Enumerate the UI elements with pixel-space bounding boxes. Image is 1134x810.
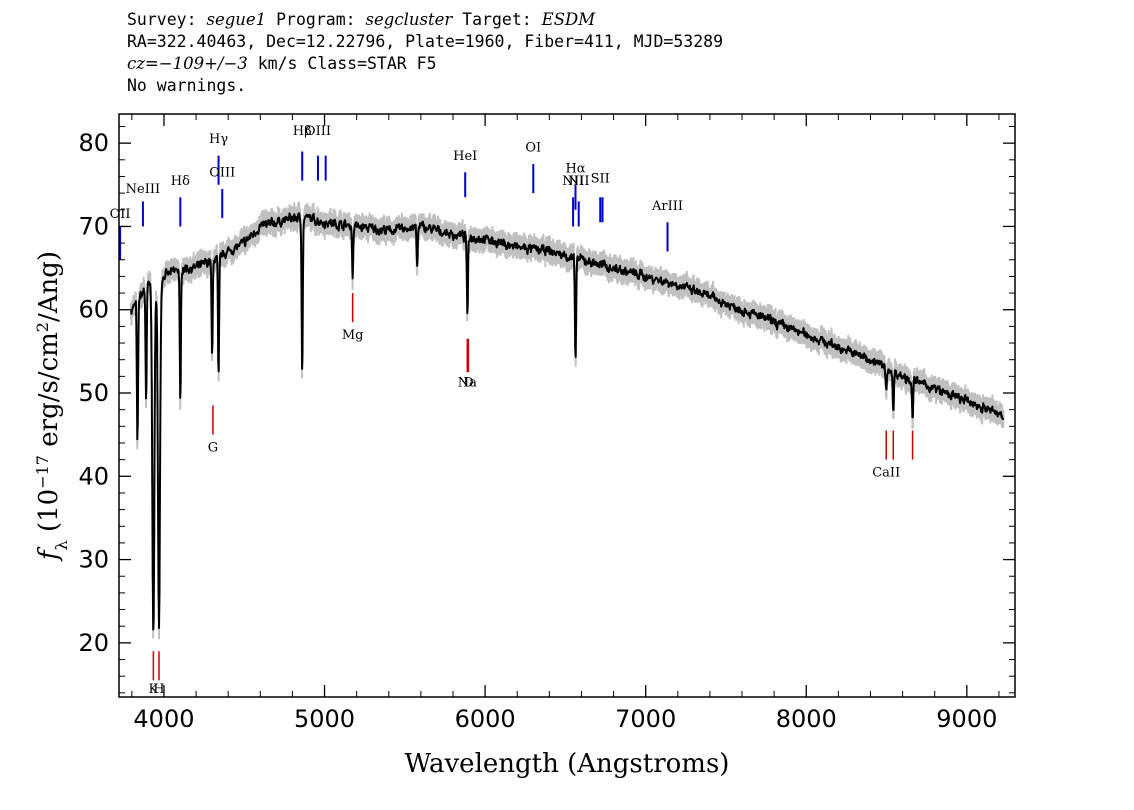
- x-tick-label: 9000: [936, 705, 997, 733]
- y-tick-label: 20: [78, 629, 109, 657]
- absorption-line-label: CaII: [872, 465, 900, 480]
- emission-line-label: HeI: [453, 149, 477, 164]
- absorption-line-label: G: [208, 440, 218, 455]
- target-label: Target:: [462, 10, 532, 29]
- class-info: km/s Class=STAR F5: [247, 54, 437, 73]
- header-line-3: cz=−109+/−3 km/s Class=STAR F5: [127, 53, 723, 75]
- x-tick-label: 6000: [455, 705, 516, 733]
- y-tick-label: 80: [78, 129, 109, 157]
- axis-ticks: 4000 5000 6000 7000 8000 9000 20 30 40 50 60 70 80: [78, 114, 1015, 733]
- x-tick-label: 5000: [294, 705, 355, 733]
- header-line-2: RA=322.40463, Dec=12.22796, Plate=1960, …: [127, 32, 724, 51]
- header-line-4: No warnings.: [127, 76, 247, 95]
- x-tick-label: 7000: [615, 705, 676, 733]
- spectrum-line: [130, 212, 1005, 631]
- emission-line-label: NII: [568, 174, 590, 189]
- x-tick-label: 4000: [133, 705, 194, 733]
- error-band-path: [130, 201, 1005, 640]
- y-tick-label: 60: [78, 296, 109, 324]
- x-tick-label: 8000: [776, 705, 837, 733]
- program-value: segcluster: [365, 10, 453, 29]
- spectrum-header: Survey: segue1 Program: segcluster Targe…: [127, 9, 723, 97]
- error-band: [130, 201, 1005, 640]
- header-line-1: Survey: segue1 Program: segcluster Targe…: [127, 9, 723, 31]
- survey-label: Survey:: [127, 10, 197, 29]
- plot-frame: [118, 113, 1016, 698]
- spectrum-series: [130, 212, 1005, 631]
- program-label: Program:: [276, 10, 356, 29]
- survey-value: segue1: [206, 10, 267, 29]
- emission-line-label: SII: [591, 171, 610, 186]
- emission-line-label: NeIII: [126, 182, 160, 197]
- cz-value: −109+/−3: [158, 54, 248, 73]
- emission-line-label: NII: [562, 174, 584, 189]
- x-axis-label: Wavelength (Angstroms): [405, 749, 730, 779]
- y-tick-label: 70: [78, 212, 109, 240]
- absorption-line-label: Na: [458, 375, 477, 390]
- cz-label: cz=: [127, 54, 159, 73]
- target-value: ESDM: [541, 10, 596, 29]
- emission-line-label: Hα: [565, 161, 585, 176]
- absorption-line-label: K: [149, 682, 159, 697]
- emission-line-label: OII: [110, 207, 131, 222]
- absorption-line-label: H: [153, 682, 164, 697]
- y-tick-label: 30: [78, 546, 109, 574]
- emission-line-label: Hγ: [209, 132, 228, 147]
- y-tick-label: 40: [78, 462, 109, 490]
- emission-line-label: OIII: [209, 165, 235, 180]
- emission-line-label: OIII: [305, 124, 331, 139]
- absorption-line-label: D: [463, 375, 473, 390]
- emission-line-label: Hβ: [293, 124, 312, 139]
- y-tick-label: 50: [78, 379, 109, 407]
- emission-line-label: ArIII: [651, 199, 683, 214]
- y-axis-label: fλ (10−17 erg/s/cm2/Ang): [33, 251, 71, 562]
- emission-line-label: Hδ: [171, 174, 190, 189]
- absorption-line-label: Mg: [342, 328, 364, 343]
- emission-line-label: OI: [525, 140, 541, 155]
